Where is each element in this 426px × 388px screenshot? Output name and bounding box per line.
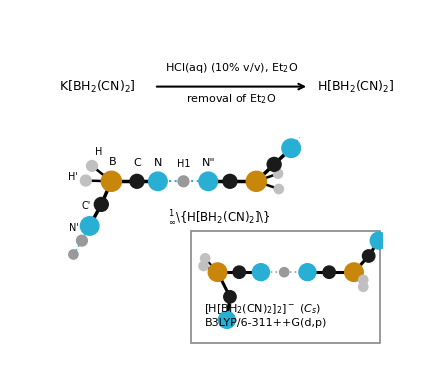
Circle shape	[149, 172, 167, 191]
Circle shape	[363, 250, 375, 262]
Text: B3LYP/6-311++G(d,p): B3LYP/6-311++G(d,p)	[204, 318, 327, 327]
Text: H[BH$_2$(CN)$_2$]: H[BH$_2$(CN)$_2$]	[317, 78, 394, 95]
Text: H': H'	[68, 171, 78, 182]
Circle shape	[246, 171, 266, 191]
Circle shape	[101, 171, 121, 191]
Circle shape	[77, 235, 87, 246]
Circle shape	[223, 174, 237, 188]
Circle shape	[130, 174, 144, 188]
Circle shape	[359, 275, 368, 284]
Circle shape	[279, 268, 289, 277]
Circle shape	[224, 291, 236, 303]
Circle shape	[282, 139, 300, 158]
Text: $^1_{\infty}$\{H[BH$_2$(CN)$_2$]\}: $^1_{\infty}$\{H[BH$_2$(CN)$_2$]\}	[168, 208, 271, 227]
Text: [H[BH$_2$(CN)$_2$]$_2$]$^-$ ($C_s$): [H[BH$_2$(CN)$_2$]$_2$]$^-$ ($C_s$)	[204, 302, 322, 316]
Circle shape	[81, 217, 99, 235]
Circle shape	[94, 197, 108, 211]
Circle shape	[208, 263, 227, 281]
Circle shape	[81, 175, 91, 186]
Text: HCl(aq) (10% v/v), Et$_2$O: HCl(aq) (10% v/v), Et$_2$O	[165, 61, 298, 75]
Circle shape	[253, 264, 270, 281]
Circle shape	[370, 232, 387, 249]
Text: B: B	[109, 158, 117, 168]
Circle shape	[201, 254, 210, 263]
Bar	[191, 231, 380, 343]
Circle shape	[345, 263, 363, 281]
Circle shape	[86, 161, 98, 171]
Circle shape	[273, 169, 282, 178]
Text: N: N	[154, 158, 162, 168]
Text: removal of Et$_2$O: removal of Et$_2$O	[187, 92, 276, 106]
Circle shape	[359, 282, 368, 291]
Circle shape	[199, 262, 208, 271]
Text: N": N"	[201, 158, 215, 168]
Circle shape	[178, 176, 189, 187]
Text: K[BH$_2$(CN)$_2$]: K[BH$_2$(CN)$_2$]	[60, 78, 136, 95]
Text: C: C	[133, 158, 141, 168]
Circle shape	[267, 158, 281, 171]
Text: N': N'	[69, 222, 79, 232]
Text: H: H	[95, 147, 103, 157]
Circle shape	[69, 250, 78, 259]
Circle shape	[199, 172, 218, 191]
Circle shape	[299, 264, 316, 281]
Circle shape	[233, 266, 245, 278]
Circle shape	[274, 184, 283, 194]
Circle shape	[323, 266, 335, 278]
Text: H1: H1	[177, 159, 190, 169]
Circle shape	[219, 312, 236, 328]
Text: C': C'	[81, 201, 90, 211]
